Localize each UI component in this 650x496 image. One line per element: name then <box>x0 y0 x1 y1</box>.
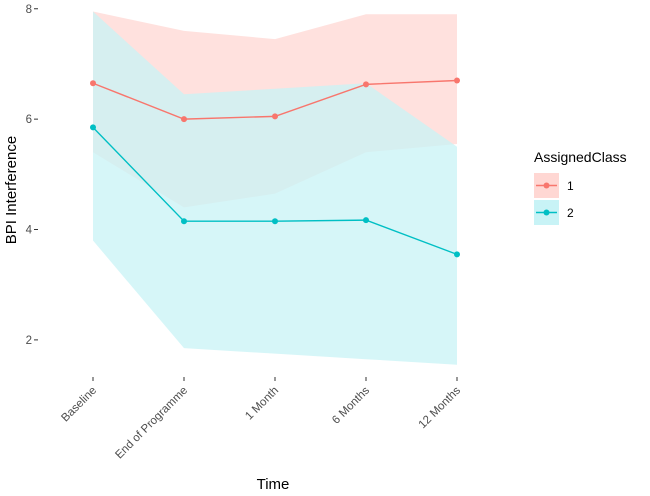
x-tick-label-3: 6 Months <box>330 384 372 426</box>
legend: AssignedClass 1 2 <box>534 149 627 225</box>
x-tick-label-2: 1 Month <box>243 385 281 423</box>
x-tick-label-0: Baseline <box>59 385 99 425</box>
x-tick-label-4: 12 Months <box>417 384 464 431</box>
point-series-2-0 <box>90 124 96 131</box>
y-axis-title: BPI Interference <box>3 136 20 244</box>
y-tick-label-6: 6 <box>26 114 32 126</box>
ribbons <box>93 11 457 365</box>
legend-label-2: 2 <box>567 206 574 220</box>
point-series-1-0 <box>90 80 96 87</box>
y-axis: 2 4 6 8 <box>26 4 38 347</box>
point-series-2-3 <box>363 217 369 224</box>
x-axis: Baseline End of Programme 1 Month 6 Months 1… <box>59 377 463 461</box>
point-series-2-4 <box>454 251 460 258</box>
point-series-1-1 <box>181 116 187 123</box>
legend-label-1: 1 <box>567 179 574 193</box>
y-tick-label-2: 2 <box>26 335 32 347</box>
ribbon-series-2 <box>93 11 457 365</box>
point-series-1-3 <box>363 81 369 88</box>
data-points <box>90 77 460 258</box>
y-tick-label-4: 4 <box>26 225 33 237</box>
legend-key-point-2 <box>543 209 550 216</box>
point-series-1-4 <box>454 77 460 84</box>
y-tick-label-8: 8 <box>26 4 32 16</box>
x-axis-title: Time <box>257 476 290 493</box>
point-series-1-2 <box>272 113 278 120</box>
legend-key-point-1 <box>543 182 550 189</box>
x-tick-label-1: End of Programme <box>113 385 190 462</box>
point-series-2-2 <box>272 218 278 225</box>
legend-title: AssignedClass <box>534 149 627 165</box>
point-series-2-1 <box>181 218 187 225</box>
